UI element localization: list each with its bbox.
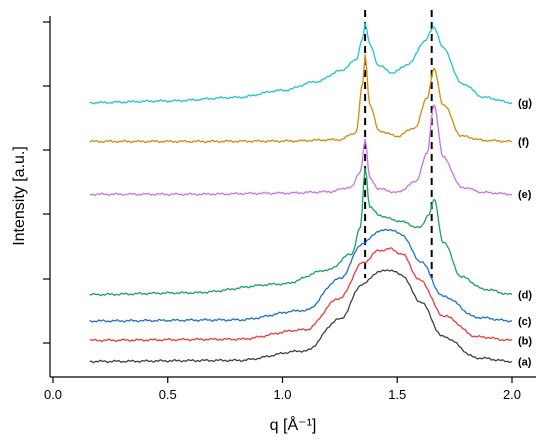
series-label-c: (c) (518, 316, 532, 328)
x-tick-label-1: 0.5 (159, 387, 177, 402)
x-axis-title: q [Å⁻¹] (270, 415, 317, 434)
series-line-a (89, 269, 513, 364)
y-ticks (43, 21, 50, 344)
series-label-b: (b) (518, 335, 532, 347)
series-line-f (89, 54, 513, 144)
x-tick-label-4: 2.0 (503, 387, 521, 402)
x-tick-label-0: 0.0 (44, 387, 62, 402)
series-label-a: (a) (518, 356, 532, 368)
x-tick-label-3: 1.5 (388, 387, 406, 402)
x-tick-label-2: 1.0 (273, 387, 291, 402)
series-label-d: (d) (518, 290, 532, 302)
series-label-f: (f) (518, 136, 529, 148)
dashed-guides (364, 10, 433, 278)
series-line-g (89, 22, 513, 105)
series-label-e: (e) (518, 189, 532, 201)
series-line-e (89, 104, 513, 197)
series-label-g: (g) (518, 98, 532, 110)
series-line-c (89, 228, 513, 323)
x-ticks: 0.0 0.5 1.0 1.5 2.0 (44, 377, 521, 402)
y-axis-title: Intensity [a.u.] (11, 146, 28, 246)
axes: 0.0 0.5 1.0 1.5 2.0 (43, 16, 536, 402)
series-labels: (a) (b) (c) (d) (e) (f) (g) (518, 98, 532, 369)
series-group (89, 22, 513, 364)
series-line-b (89, 247, 513, 343)
series-line-d (89, 167, 513, 297)
